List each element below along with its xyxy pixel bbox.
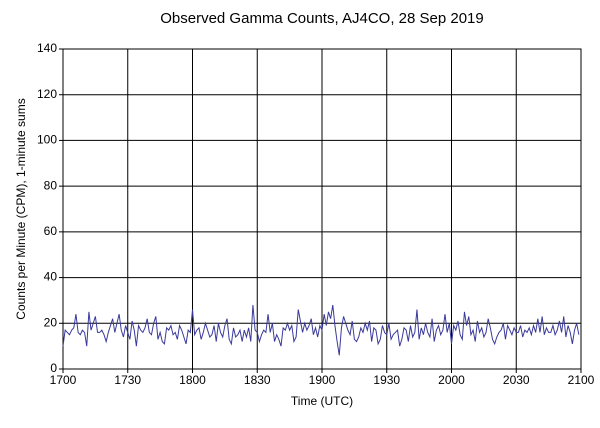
y-tick-label: 100: [37, 133, 57, 147]
y-tick-label: 140: [37, 41, 57, 55]
plot-frame: [62, 48, 582, 370]
y-tick-label: 20: [44, 315, 58, 329]
chart-title: Observed Gamma Counts, AJ4CO, 28 Sep 201…: [160, 10, 484, 27]
x-tick-label: 1900: [309, 373, 336, 387]
y-axis-label: Counts per Minute (CPM), 1-minute sums: [14, 98, 28, 319]
x-tick-label: 1930: [373, 373, 400, 387]
y-tick-label: 80: [44, 178, 58, 192]
x-tick-label: 2100: [568, 373, 595, 387]
y-tick-label: 40: [44, 270, 58, 284]
x-tick-label: 1830: [244, 373, 271, 387]
x-axis-label: Time (UTC): [291, 394, 353, 408]
y-tick-label: 0: [50, 361, 57, 375]
x-tick-label: 1730: [114, 373, 141, 387]
x-tick-label: 1800: [179, 373, 206, 387]
y-tick-label: 120: [37, 87, 57, 101]
y-tick-label: 60: [44, 224, 58, 238]
data-line: [62, 304, 580, 356]
x-tick-label: 2000: [438, 373, 465, 387]
x-tick-label: 2030: [503, 373, 530, 387]
x-tick-label: 1700: [50, 373, 77, 387]
